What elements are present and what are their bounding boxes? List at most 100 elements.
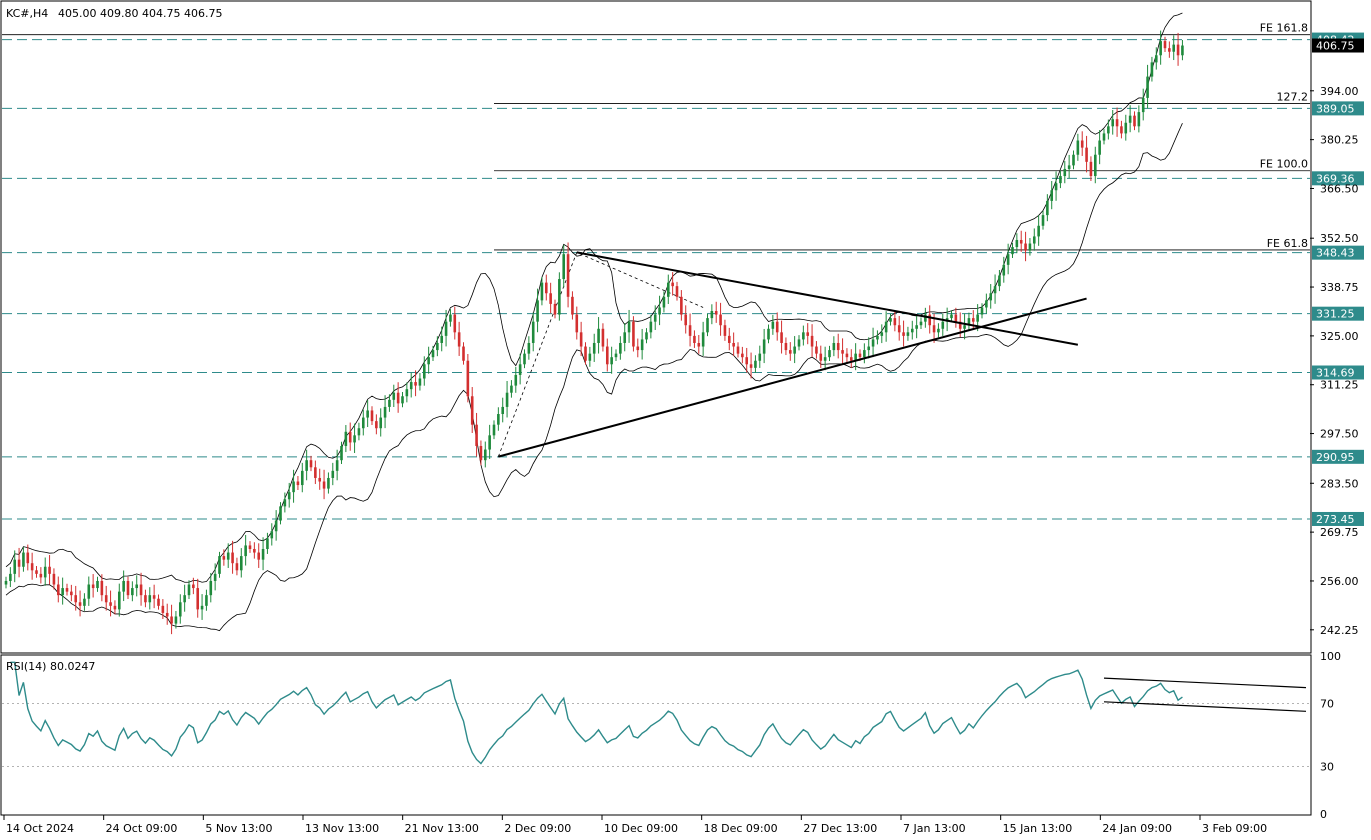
price-panel: [0, 0, 1312, 654]
candle-body: [13, 559, 17, 574]
candle-body: [823, 357, 827, 361]
candle-body: [1072, 154, 1075, 166]
candle-body: [30, 563, 34, 571]
candle-body: [1080, 140, 1084, 148]
level-price-label: 331.25: [1316, 308, 1355, 321]
candle-body: [828, 350, 831, 358]
candle-body: [91, 584, 95, 589]
candle-body: [300, 470, 304, 486]
price-tick-label: 338.75: [1320, 281, 1359, 294]
candle-body: [56, 584, 60, 596]
candle-body: [653, 314, 657, 322]
candle-body: [1176, 44, 1180, 56]
candle-body: [980, 307, 984, 315]
candle-body: [697, 342, 701, 347]
candle-body: [457, 332, 461, 347]
candle-body: [218, 556, 221, 574]
candle-body: [876, 335, 879, 340]
candle-body: [1150, 62, 1154, 77]
candle-body: [841, 350, 844, 354]
candle-body: [867, 346, 871, 351]
candle-body: [1093, 154, 1097, 177]
candle-body: [675, 286, 679, 297]
candle-body: [335, 460, 339, 471]
candle-body: [514, 374, 518, 386]
candle-body: [314, 467, 317, 478]
candle-body: [536, 300, 539, 322]
candle-body: [510, 385, 513, 393]
candle-body: [854, 353, 857, 361]
candle-body: [579, 332, 583, 347]
candle-body: [741, 353, 744, 358]
candle-body: [680, 296, 683, 315]
candle-body: [492, 424, 496, 436]
candle-body: [575, 314, 579, 333]
time-tick-label: 24 Jan 09:00: [1102, 822, 1172, 835]
candle-body: [1181, 45, 1184, 56]
candle-body: [1102, 133, 1106, 141]
candle-body: [1133, 115, 1136, 127]
candle-body: [566, 254, 570, 297]
candle-body: [209, 580, 213, 596]
candle-body: [170, 616, 173, 624]
candle-body: [571, 296, 574, 315]
candle-body: [152, 595, 156, 599]
candle-body: [802, 332, 805, 340]
candle-body: [431, 350, 435, 358]
candle-body: [1146, 76, 1149, 98]
candle-body: [858, 353, 862, 358]
candle-body: [497, 414, 500, 425]
candle-body: [610, 357, 613, 365]
candle-body: [1063, 168, 1067, 177]
candle-body: [192, 584, 195, 589]
candle-body: [483, 449, 487, 461]
candle-body: [414, 382, 417, 386]
candle-body: [405, 389, 409, 397]
candle-body: [375, 421, 378, 429]
candle-body: [35, 570, 38, 574]
candle-body: [1006, 254, 1010, 265]
candle-body: [348, 431, 352, 443]
candle-body: [213, 573, 217, 581]
candle-body: [449, 314, 452, 322]
candle-body: [470, 396, 474, 425]
candle-body: [436, 342, 439, 351]
candle-body: [261, 548, 265, 560]
candle-body: [684, 314, 688, 326]
price-tick-label: 256.00: [1320, 575, 1359, 588]
candle-body: [719, 314, 722, 326]
candle-body: [897, 325, 901, 333]
candle-body: [688, 325, 692, 336]
candle-body: [780, 332, 783, 343]
level-price-box: [1312, 171, 1364, 186]
candle-body: [754, 360, 757, 368]
candle-body: [893, 318, 897, 326]
candle-body: [1076, 140, 1080, 155]
candle-body: [919, 321, 923, 326]
candle-body: [39, 573, 43, 578]
candle-body: [331, 470, 335, 478]
candle-body: [357, 428, 361, 436]
price-tick-label: 366.50: [1320, 182, 1359, 195]
time-tick-label: 7 Jan 13:00: [903, 822, 966, 835]
candle-body: [523, 353, 526, 365]
candle-body: [954, 314, 958, 322]
candle-body: [745, 357, 749, 365]
candle-body: [832, 342, 836, 351]
rsi-tick-label: 30: [1320, 761, 1334, 774]
candle-body: [693, 335, 696, 343]
candle-body: [274, 520, 278, 532]
candle-body: [22, 552, 25, 567]
candle-body: [1089, 161, 1093, 177]
time-tick-label: 14 Oct 2024: [6, 822, 74, 835]
candle-body: [183, 595, 186, 603]
candle-body: [958, 321, 962, 329]
candle-body: [636, 346, 640, 351]
candle-body: [157, 598, 160, 606]
candle-body: [910, 328, 914, 333]
candle-body: [392, 392, 396, 400]
candle-body: [863, 350, 866, 358]
candle-body: [658, 307, 661, 315]
time-tick-label: 21 Nov 13:00: [405, 822, 479, 835]
candle-body: [993, 286, 997, 294]
